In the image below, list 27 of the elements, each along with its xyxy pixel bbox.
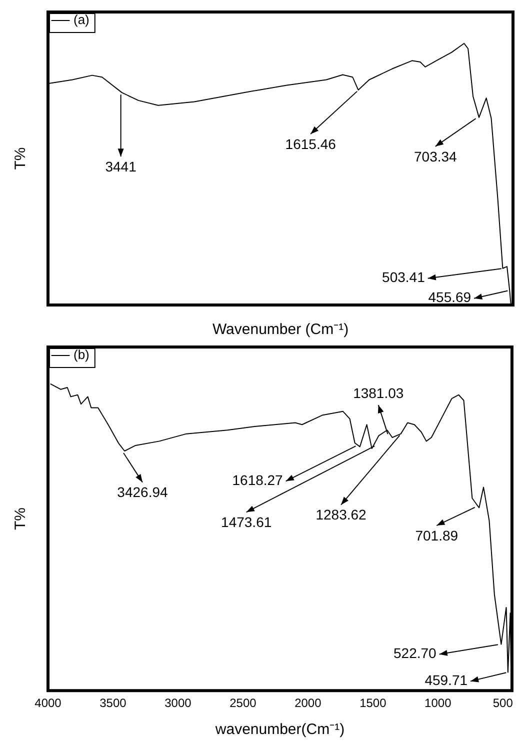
x-tick-label: 500	[492, 696, 514, 710]
annotation: 455.69	[428, 289, 472, 306]
y-axis-title: T%	[12, 147, 30, 170]
annotation: 1381.03	[353, 384, 404, 401]
x-tick-label: 1000	[424, 696, 452, 710]
annotation: 3441	[105, 158, 137, 174]
x-tick-label: 4000	[34, 696, 62, 710]
legend-label: (a)	[74, 12, 90, 28]
y-axis-title: T%	[12, 508, 30, 530]
annotation: 1473.61	[221, 514, 272, 530]
annotation: 503.41	[382, 269, 426, 286]
x-axis-title: Wavenumber (Cm⁻¹)	[212, 321, 349, 338]
x-axis-title: wavenumber(Cm⁻¹)	[214, 721, 345, 738]
legend-label: (b)	[74, 347, 90, 362]
annotation: 1615.46	[285, 136, 336, 152]
annotation: 701.89	[415, 527, 458, 544]
x-tick-label: 3500	[100, 696, 127, 710]
annotation: 522.70	[394, 645, 437, 662]
x-tick-label: 2000	[294, 696, 322, 710]
annotation: 459.71	[424, 672, 468, 688]
x-tick-label: 3000	[164, 696, 192, 710]
annotation: 1618.27	[232, 472, 284, 488]
annotation: 3426.94	[117, 484, 168, 500]
x-tick-label: 2500	[230, 696, 257, 710]
x-tick-label: 1500	[360, 696, 387, 710]
annotation: 1283.62	[316, 506, 367, 523]
annotation: 703.34	[414, 148, 458, 164]
